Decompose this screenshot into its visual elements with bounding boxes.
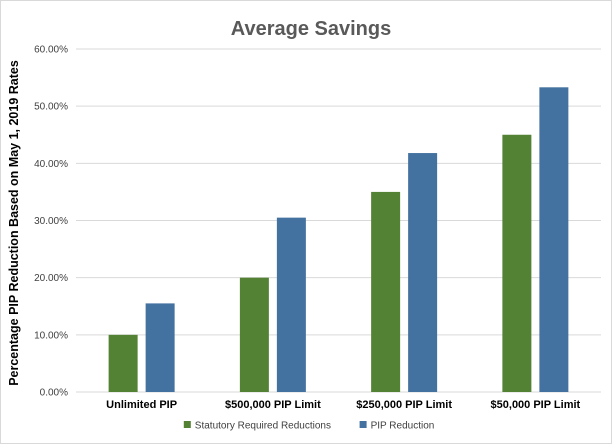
x-category-label: $250,000 PIP Limit bbox=[356, 399, 452, 411]
y-tick-label: 10.00% bbox=[34, 330, 68, 341]
y-tick-label: 50.00% bbox=[34, 102, 68, 113]
x-category-label: $50,000 PIP Limit bbox=[491, 399, 581, 411]
bar-pip-reduction-2 bbox=[408, 153, 438, 392]
legend-label: Statutory Required Reductions bbox=[195, 421, 331, 432]
legend-label: PIP Reduction bbox=[371, 421, 435, 432]
legend: Statutory Required Reductions PIP Reducti… bbox=[183, 421, 435, 432]
x-category-label: Unlimited PIP bbox=[106, 399, 177, 411]
y-tick-label: 0.00% bbox=[40, 388, 68, 399]
bar-statutory-required-reductions-0 bbox=[108, 334, 138, 392]
y-tick-label: 30.00% bbox=[34, 216, 68, 227]
y-axis-label: Percentage PIP Reduction Based on May 1,… bbox=[7, 60, 21, 386]
bar-pip-reduction-1 bbox=[276, 217, 306, 392]
x-axis-categories: Unlimited PIP $500,000 PIP Limit $250,000 … bbox=[106, 399, 580, 411]
bar-statutory-required-reductions-3 bbox=[502, 134, 532, 392]
bar-pip-reduction-3 bbox=[539, 87, 569, 392]
chart-title: Average Savings bbox=[231, 18, 391, 40]
y-tick-label: 60.00% bbox=[34, 45, 68, 56]
y-tick-label: 20.00% bbox=[34, 273, 68, 284]
bar-statutory-required-reductions-2 bbox=[371, 191, 401, 392]
bars bbox=[108, 87, 569, 392]
bar-pip-reduction-0 bbox=[145, 303, 175, 392]
bar-statutory-required-reductions-1 bbox=[239, 277, 269, 392]
y-axis-ticks: 0.00% 10.00% 20.00% 30.00% 40.00% 50.00% 60.00… bbox=[34, 45, 68, 399]
legend-swatch bbox=[359, 421, 367, 428]
legend-swatch bbox=[183, 421, 191, 428]
y-tick-label: 40.00% bbox=[34, 159, 68, 170]
x-category-label: $500,000 PIP Limit bbox=[225, 399, 321, 411]
